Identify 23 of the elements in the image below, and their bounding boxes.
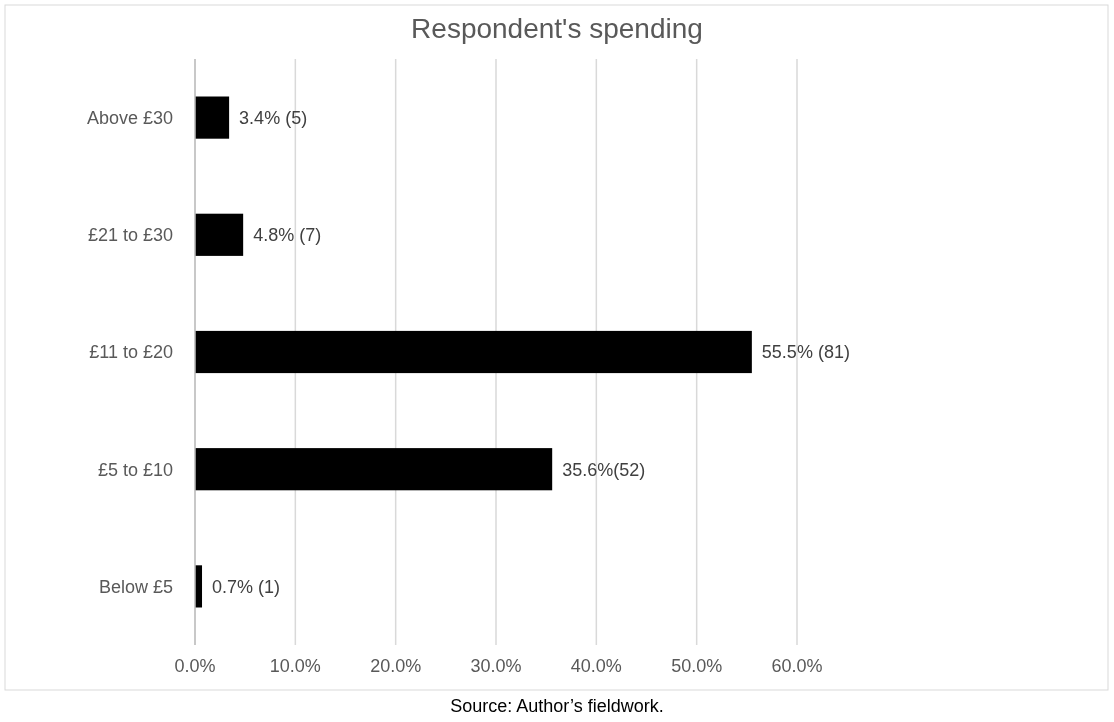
x-tick-label: 30.0% [470, 656, 522, 676]
y-tick-label: Below £5 [98, 576, 173, 597]
bar [195, 96, 230, 139]
data-label: 0.7% (1) [212, 576, 281, 597]
bar [195, 213, 244, 256]
y-tick-label: Above £30 [86, 107, 173, 128]
x-tick-label: 60.0% [771, 656, 823, 676]
bar [195, 448, 553, 491]
y-tick-label: £5 to £10 [97, 459, 173, 480]
bar [195, 330, 752, 374]
chart-title: Respondent's spending [411, 13, 703, 44]
data-label: 35.6%(52) [562, 459, 646, 480]
data-label: 55.5% (81) [761, 342, 850, 363]
data-label: 3.4% (5) [239, 107, 308, 128]
y-tick-label: £21 to £30 [87, 225, 173, 246]
x-tick-label: 40.0% [570, 656, 622, 676]
source-note: Source: Author’s fieldwork. [450, 696, 664, 716]
x-tick-label: 0.0% [174, 656, 216, 676]
x-tick-label: 20.0% [370, 656, 422, 676]
x-tick-label: 50.0% [671, 656, 723, 676]
data-label: 4.8% (7) [253, 225, 322, 246]
y-tick-label: £11 to £20 [89, 342, 173, 363]
x-tick-label: 10.0% [269, 656, 321, 676]
